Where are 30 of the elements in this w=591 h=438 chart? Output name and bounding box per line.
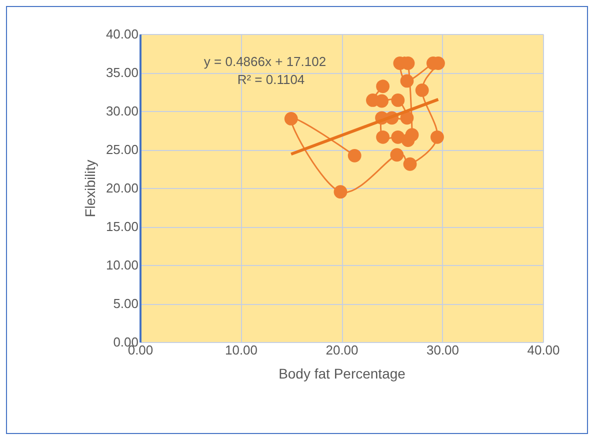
point [376,80,390,94]
y-tick-label: 15.00 [106,219,138,234]
x-tick-label: 20.00 [326,342,358,358]
point [390,148,404,162]
point [415,84,429,97]
point [400,74,414,88]
x-axis-title: Body fat Percentage [278,366,406,382]
point [366,94,380,107]
point [284,112,298,126]
y-tick-label: 30.00 [106,104,138,118]
y-axis-title: Flexibility [82,160,98,218]
y-tick-label: 20.00 [106,180,138,196]
annotation: y = 0.4866x + 17.102 [204,54,326,69]
point [430,130,444,144]
annotation: R² = 0.1104 [237,72,305,87]
y-tick-label: 10.00 [106,258,138,272]
point [334,185,348,199]
x-tick-label: 30.00 [426,342,460,358]
x-tick-label: 40.00 [527,342,560,358]
x-tick-label: 10.00 [224,342,258,358]
point [391,94,405,107]
point [400,111,414,125]
y-tick-label: 40.00 [106,26,138,42]
point [376,130,390,144]
y-tick-label: 5.00 [113,296,138,311]
y-tick-label: 25.00 [106,142,138,157]
y-tick-label: 35.00 [106,65,138,80]
point [348,148,362,162]
point [403,157,417,171]
point [391,130,405,144]
